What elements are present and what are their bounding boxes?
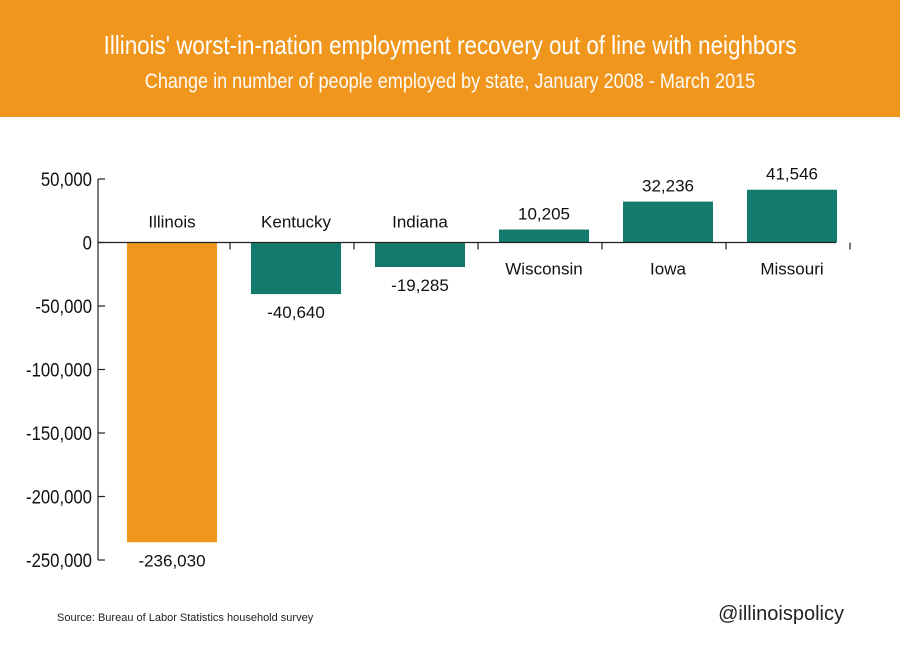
bar-missouri <box>747 189 837 243</box>
value-label-wisconsin: 10,205 <box>518 205 570 224</box>
y-tick-label: 50,000 <box>41 169 92 190</box>
bar-indiana <box>375 242 465 267</box>
y-tick-label: -150,000 <box>26 423 92 444</box>
y-tick-label: -50,000 <box>35 296 92 317</box>
chart-title: Illinois' worst-in-nation employment rec… <box>103 30 797 60</box>
value-label-missouri: 41,546 <box>766 165 818 184</box>
social-handle: @illinoispolicy <box>718 603 844 625</box>
value-label-indiana: -19,285 <box>391 276 449 295</box>
category-label-missouri: Missouri <box>760 260 823 279</box>
category-label-kentucky: Kentucky <box>261 213 331 232</box>
bar-iowa <box>623 201 713 243</box>
value-label-iowa: 32,236 <box>642 177 694 196</box>
bar-kentucky <box>251 242 341 295</box>
y-tick-label: -200,000 <box>26 487 92 508</box>
source-note: Source: Bureau of Labor Statistics house… <box>57 612 314 624</box>
y-tick-label: -250,000 <box>26 550 92 571</box>
category-label-wisconsin: Wisconsin <box>505 260 582 279</box>
chart-header: Illinois' worst-in-nation employment rec… <box>0 0 900 117</box>
y-tick-label: 0 <box>83 233 92 254</box>
value-label-illinois: -236,030 <box>138 551 205 570</box>
chart-subtitle: Change in number of people employed by s… <box>144 70 756 93</box>
bar-illinois <box>127 242 217 543</box>
category-label-iowa: Iowa <box>650 260 686 279</box>
category-label-illinois: Illinois <box>148 213 195 232</box>
value-label-kentucky: -40,640 <box>267 303 325 322</box>
bar-chart: 50,000 0 -50,000 -100,000 -150,000 -200,000 -2… <box>26 165 851 571</box>
bar-wisconsin <box>499 229 589 243</box>
y-tick-label: -100,000 <box>26 360 92 381</box>
category-label-indiana: Indiana <box>392 213 448 232</box>
